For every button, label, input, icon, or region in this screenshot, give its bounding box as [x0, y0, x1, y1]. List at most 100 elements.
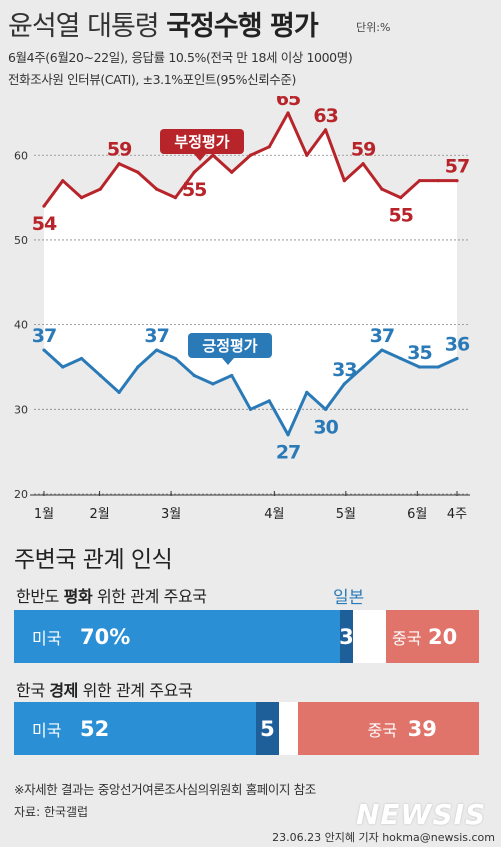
segment-name: 중국: [367, 720, 398, 740]
data-point: [380, 348, 384, 352]
x-tick-label: 4주: [447, 507, 467, 522]
data-point: [42, 204, 46, 208]
data-point: [417, 365, 422, 369]
x-tick-label: 1월: [34, 507, 54, 522]
data-point: [192, 373, 196, 378]
title-bold: 국정수행 평가: [166, 11, 318, 42]
data-point: [305, 390, 309, 394]
data-point: [248, 153, 253, 157]
data-point: [61, 365, 65, 369]
series-tag-box: [160, 129, 244, 154]
data-label: 63: [313, 105, 337, 127]
page-title: 윤석열 대통령 국정수행 평가: [8, 4, 319, 43]
bar-label-pre: 한국: [16, 681, 45, 700]
data-point: [117, 390, 121, 394]
segment-value: 52: [80, 716, 110, 741]
data-point: [323, 128, 328, 132]
data-label: 59: [107, 139, 131, 161]
data-label: 57: [445, 156, 469, 178]
bar-peace: 미국 70% 3 중국 20: [14, 610, 479, 663]
data-point: [286, 433, 290, 437]
data-point: [230, 170, 234, 174]
data-point: [267, 399, 271, 403]
data-point: [79, 356, 84, 361]
data-point: [42, 348, 46, 352]
data-label: 37: [144, 325, 168, 347]
bar-segment-usa: 미국 70%: [14, 610, 340, 663]
bar-label-bold: 경제: [49, 681, 78, 700]
y-tick-label: 50: [14, 234, 28, 247]
bar-segment-china: 중국 39: [297, 702, 479, 755]
bar-economy: 미국 52 5 중국 39: [14, 702, 479, 755]
legend-japan: 일본: [333, 588, 365, 608]
data-point: [399, 196, 403, 200]
credit: 23.06.23 안지혜 기자 hokma@newsis.com: [272, 831, 495, 844]
relations-title: 주변국 관계 인식: [14, 547, 173, 573]
x-tick-label: 3월: [161, 507, 181, 522]
bar-segment-japan: 5: [255, 702, 280, 755]
data-label: 27: [276, 442, 300, 464]
gap-band: [44, 112, 457, 435]
bar-segment-other: [279, 702, 298, 755]
data-point: [323, 407, 328, 411]
series-tag-pointer: [222, 358, 234, 365]
bar-label-economy: 한국 경제 위한 관계 주요국: [16, 677, 193, 701]
segment-name: 중국: [391, 628, 422, 648]
approval-line-chart: 20 30 40 50 60 1월 2월 3월 4월 5월 6월 4주 54 59 55 65 63 59 55 57…: [14, 96, 471, 522]
subtitle-method: 전화조사원 인터뷰(CATI), ±3.1%포인트(95%신뢰수준): [8, 72, 296, 87]
data-point: [436, 179, 440, 183]
data-point: [248, 407, 253, 411]
data-point: [192, 170, 196, 174]
series-tag-box: [188, 333, 272, 358]
data-point: [361, 365, 365, 369]
x-tick-label: 4월: [264, 507, 284, 522]
data-point: [455, 356, 459, 361]
data-point: [286, 111, 290, 115]
footnote: ※자세한 결과는 중앙선거여론조사심의위원회 홈페이지 참조: [14, 782, 316, 797]
series-tag-label: 긍정평가: [202, 337, 257, 355]
data-point: [155, 187, 159, 191]
data-point: [230, 373, 234, 378]
y-tick-label: 30: [14, 403, 28, 416]
data-point: [267, 145, 271, 149]
data-point: [417, 179, 422, 183]
bar-segment-usa: 미국 52: [14, 702, 256, 755]
segment-value: 5: [260, 716, 275, 741]
y-tick-label: 60: [14, 149, 28, 162]
data-label: 37: [32, 325, 56, 347]
segment-name: 미국: [32, 628, 62, 648]
data-point: [342, 179, 346, 183]
segment-value: 20: [427, 624, 458, 649]
data-point: [342, 382, 346, 386]
data-point: [211, 153, 215, 157]
bar-segment-china: 중국 20: [385, 610, 479, 663]
data-point: [136, 170, 140, 174]
data-label: 55: [182, 179, 206, 201]
data-point: [98, 373, 102, 378]
data-point: [455, 179, 459, 183]
bar-label-post: 위한 관계 주요국: [82, 681, 193, 700]
segment-value: 3: [339, 624, 354, 649]
bar-label-peace: 한반도 평화 위한 관계 주요국: [16, 583, 207, 607]
bar-segment-other: [353, 610, 386, 663]
source: 자료: 한국갤럽: [14, 805, 89, 819]
data-point: [61, 179, 65, 183]
unit-label: 단위:%: [356, 21, 391, 34]
data-point: [305, 153, 309, 157]
x-tick-label: 2월: [89, 507, 109, 522]
data-label: 35: [407, 342, 431, 364]
data-point: [380, 187, 384, 191]
x-tick-label: 5월: [336, 507, 356, 522]
data-point: [155, 348, 159, 352]
data-label: 59: [351, 139, 375, 161]
data-label: 37: [370, 325, 394, 347]
data-point: [211, 382, 215, 386]
data-point: [79, 196, 84, 200]
data-label: 55: [388, 205, 412, 227]
data-label: 54: [32, 213, 57, 235]
series-tag-pointer: [194, 154, 206, 161]
data-point: [136, 365, 140, 369]
y-tick-label: 20: [14, 488, 28, 501]
bar-label-post: 위한 관계 주요국: [96, 587, 207, 606]
bar-label-pre: 한반도: [16, 587, 59, 606]
